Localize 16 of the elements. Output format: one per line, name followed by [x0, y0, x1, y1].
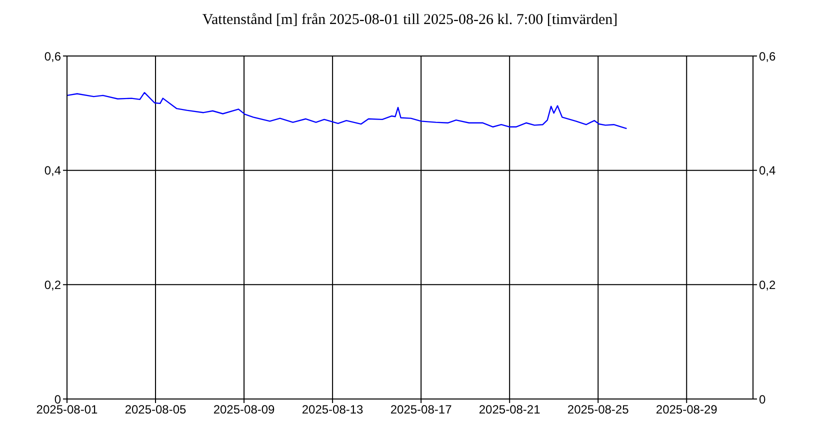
x-tick-label: 2025-08-05	[124, 402, 187, 417]
x-tick-label: 2025-08-29	[656, 402, 718, 417]
x-tick-label: 2025-08-09	[213, 402, 276, 417]
y2-tick-label: 0,6	[759, 49, 776, 64]
y2-tick-label: 0,2	[759, 278, 776, 292]
y2-tick-label: 0	[759, 392, 766, 406]
y-tick-label: 0,6	[44, 49, 62, 64]
line-series	[67, 92, 628, 130]
y2-tick-label: 0,4	[759, 164, 776, 178]
x-tick-label: 2025-08-13	[302, 402, 364, 417]
x-tick-label: 2025-08-17	[390, 402, 452, 417]
y-tick-label: 0,4	[44, 164, 62, 178]
x-tick-label: 2025-08-25	[567, 402, 630, 417]
y-tick-label: 0,2	[44, 278, 62, 292]
chart-title: Vattenstånd [m] från 2025-08-01 till 2025-08-26 kl. 7:00 [timvärden]	[201, 12, 619, 29]
x-tick-label: 2025-08-21	[478, 402, 541, 417]
